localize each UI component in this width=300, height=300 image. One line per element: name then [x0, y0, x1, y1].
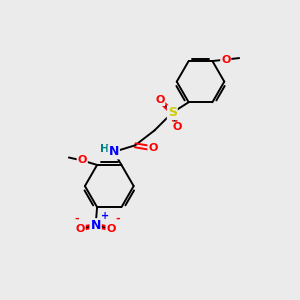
- Text: O: O: [77, 155, 87, 166]
- Text: O: O: [76, 224, 85, 234]
- Text: S: S: [168, 106, 177, 119]
- Text: O: O: [221, 55, 230, 64]
- Text: O: O: [172, 122, 182, 133]
- Text: -: -: [116, 214, 120, 224]
- Text: -: -: [74, 214, 79, 224]
- Text: N: N: [90, 219, 101, 232]
- Text: N: N: [109, 146, 119, 158]
- Text: O: O: [148, 143, 158, 153]
- Text: O: O: [106, 224, 116, 234]
- Text: +: +: [101, 211, 109, 221]
- Text: O: O: [155, 95, 164, 105]
- Text: H: H: [100, 144, 110, 154]
